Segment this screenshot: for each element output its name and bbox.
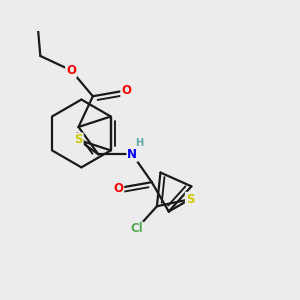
Text: Cl: Cl (130, 222, 143, 236)
Text: O: O (121, 84, 131, 97)
Text: S: S (74, 134, 83, 146)
Text: S: S (186, 193, 194, 206)
Text: O: O (113, 182, 123, 195)
Text: H: H (135, 138, 143, 148)
Text: O: O (66, 64, 76, 77)
Text: N: N (127, 148, 137, 161)
